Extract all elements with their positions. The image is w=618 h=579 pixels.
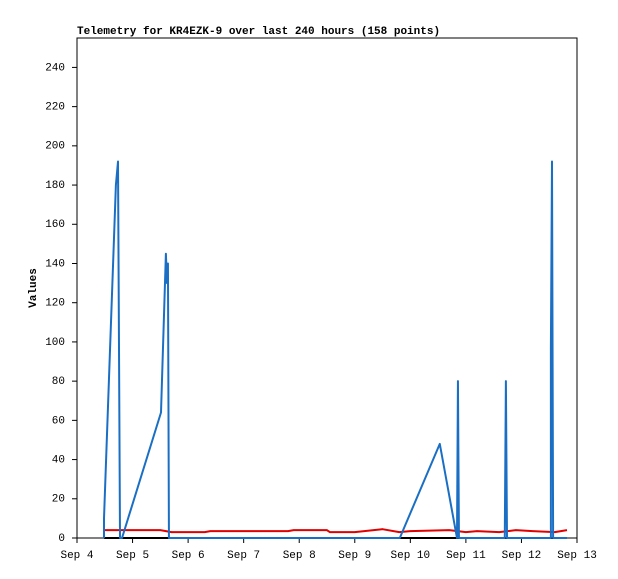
y-tick-label: 180 <box>45 180 65 192</box>
x-tick-label: Sep 10 <box>391 550 431 562</box>
y-tick-label: 0 <box>58 533 65 545</box>
x-tick-label: Sep 9 <box>338 550 371 562</box>
x-tick-label: Sep 8 <box>283 550 316 562</box>
y-tick-label: 160 <box>45 219 65 231</box>
y-axis-label: Values <box>28 268 40 308</box>
y-tick-label: 220 <box>45 102 65 114</box>
y-tick-label: 100 <box>45 337 65 349</box>
y-tick-label: 200 <box>45 141 65 153</box>
y-tick-label: 120 <box>45 298 65 310</box>
plot-frame <box>76 37 578 539</box>
y-tick-label: 60 <box>52 415 65 427</box>
x-tick-label: Sep 12 <box>502 550 542 562</box>
x-tick-label: Sep 6 <box>172 550 205 562</box>
data-line <box>103 160 567 539</box>
x-tick-label: Sep 13 <box>557 550 597 562</box>
x-tick-label: Sep 7 <box>227 550 260 562</box>
x-tick-label: Sep 4 <box>60 550 93 562</box>
chart-title: Telemetry for KR4EZK-9 over last 240 hou… <box>77 26 440 38</box>
x-tick-label: Sep 5 <box>116 550 149 562</box>
y-tick-label: 20 <box>52 494 65 506</box>
y-tick-label: 240 <box>45 62 65 74</box>
y-tick-label: 140 <box>45 258 65 270</box>
y-tick-label: 40 <box>52 454 65 466</box>
data-line <box>104 528 568 534</box>
x-tick-label: Sep 11 <box>446 550 486 562</box>
y-tick-label: 80 <box>52 376 65 388</box>
